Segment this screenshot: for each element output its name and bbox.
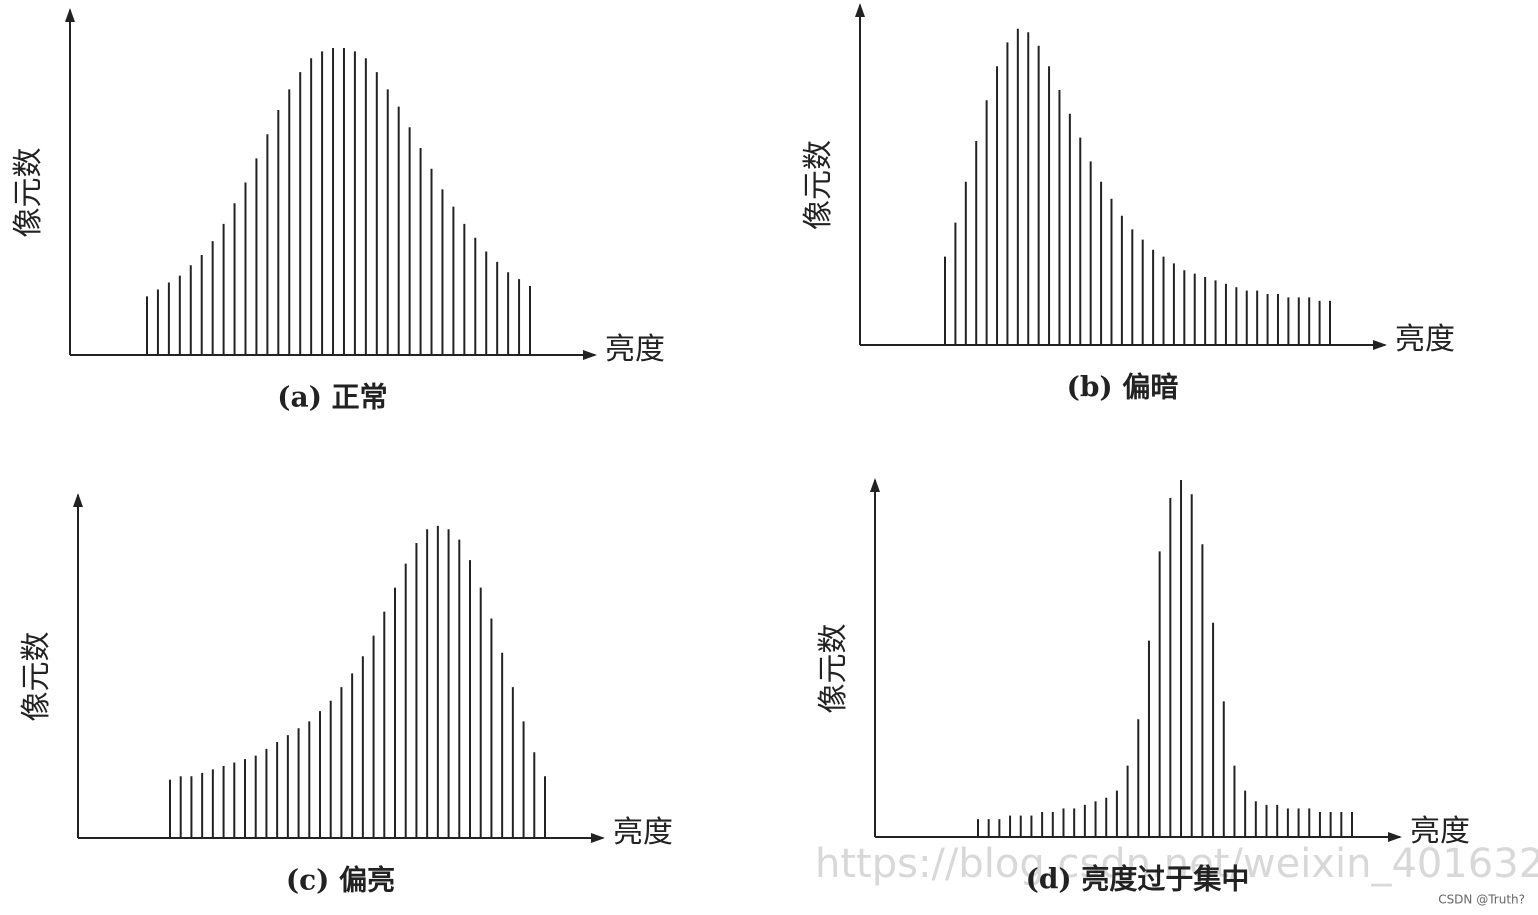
x-axis-label: 亮度 — [613, 815, 673, 850]
caption: (b) 偏暗 — [1067, 371, 1179, 404]
credit: CSDN @Truth? — [1438, 893, 1525, 907]
y-axis-label: 像元数 — [19, 632, 54, 722]
y-axis-label: 像元数 — [11, 148, 46, 238]
caption: (c) 偏亮 — [286, 864, 395, 897]
y-axis-label: 像元数 — [816, 624, 851, 714]
x-axis-label: 亮度 — [605, 332, 665, 367]
caption: (d) 亮度过于集中 — [1026, 863, 1250, 896]
x-axis-label: 亮度 — [1410, 814, 1470, 849]
caption: (a) 正常 — [277, 381, 387, 414]
y-axis-label: 像元数 — [801, 140, 836, 230]
watermark: https://blog.csdn.net/weixin_40163266 — [815, 841, 1538, 887]
x-axis-label: 亮度 — [1395, 322, 1455, 357]
